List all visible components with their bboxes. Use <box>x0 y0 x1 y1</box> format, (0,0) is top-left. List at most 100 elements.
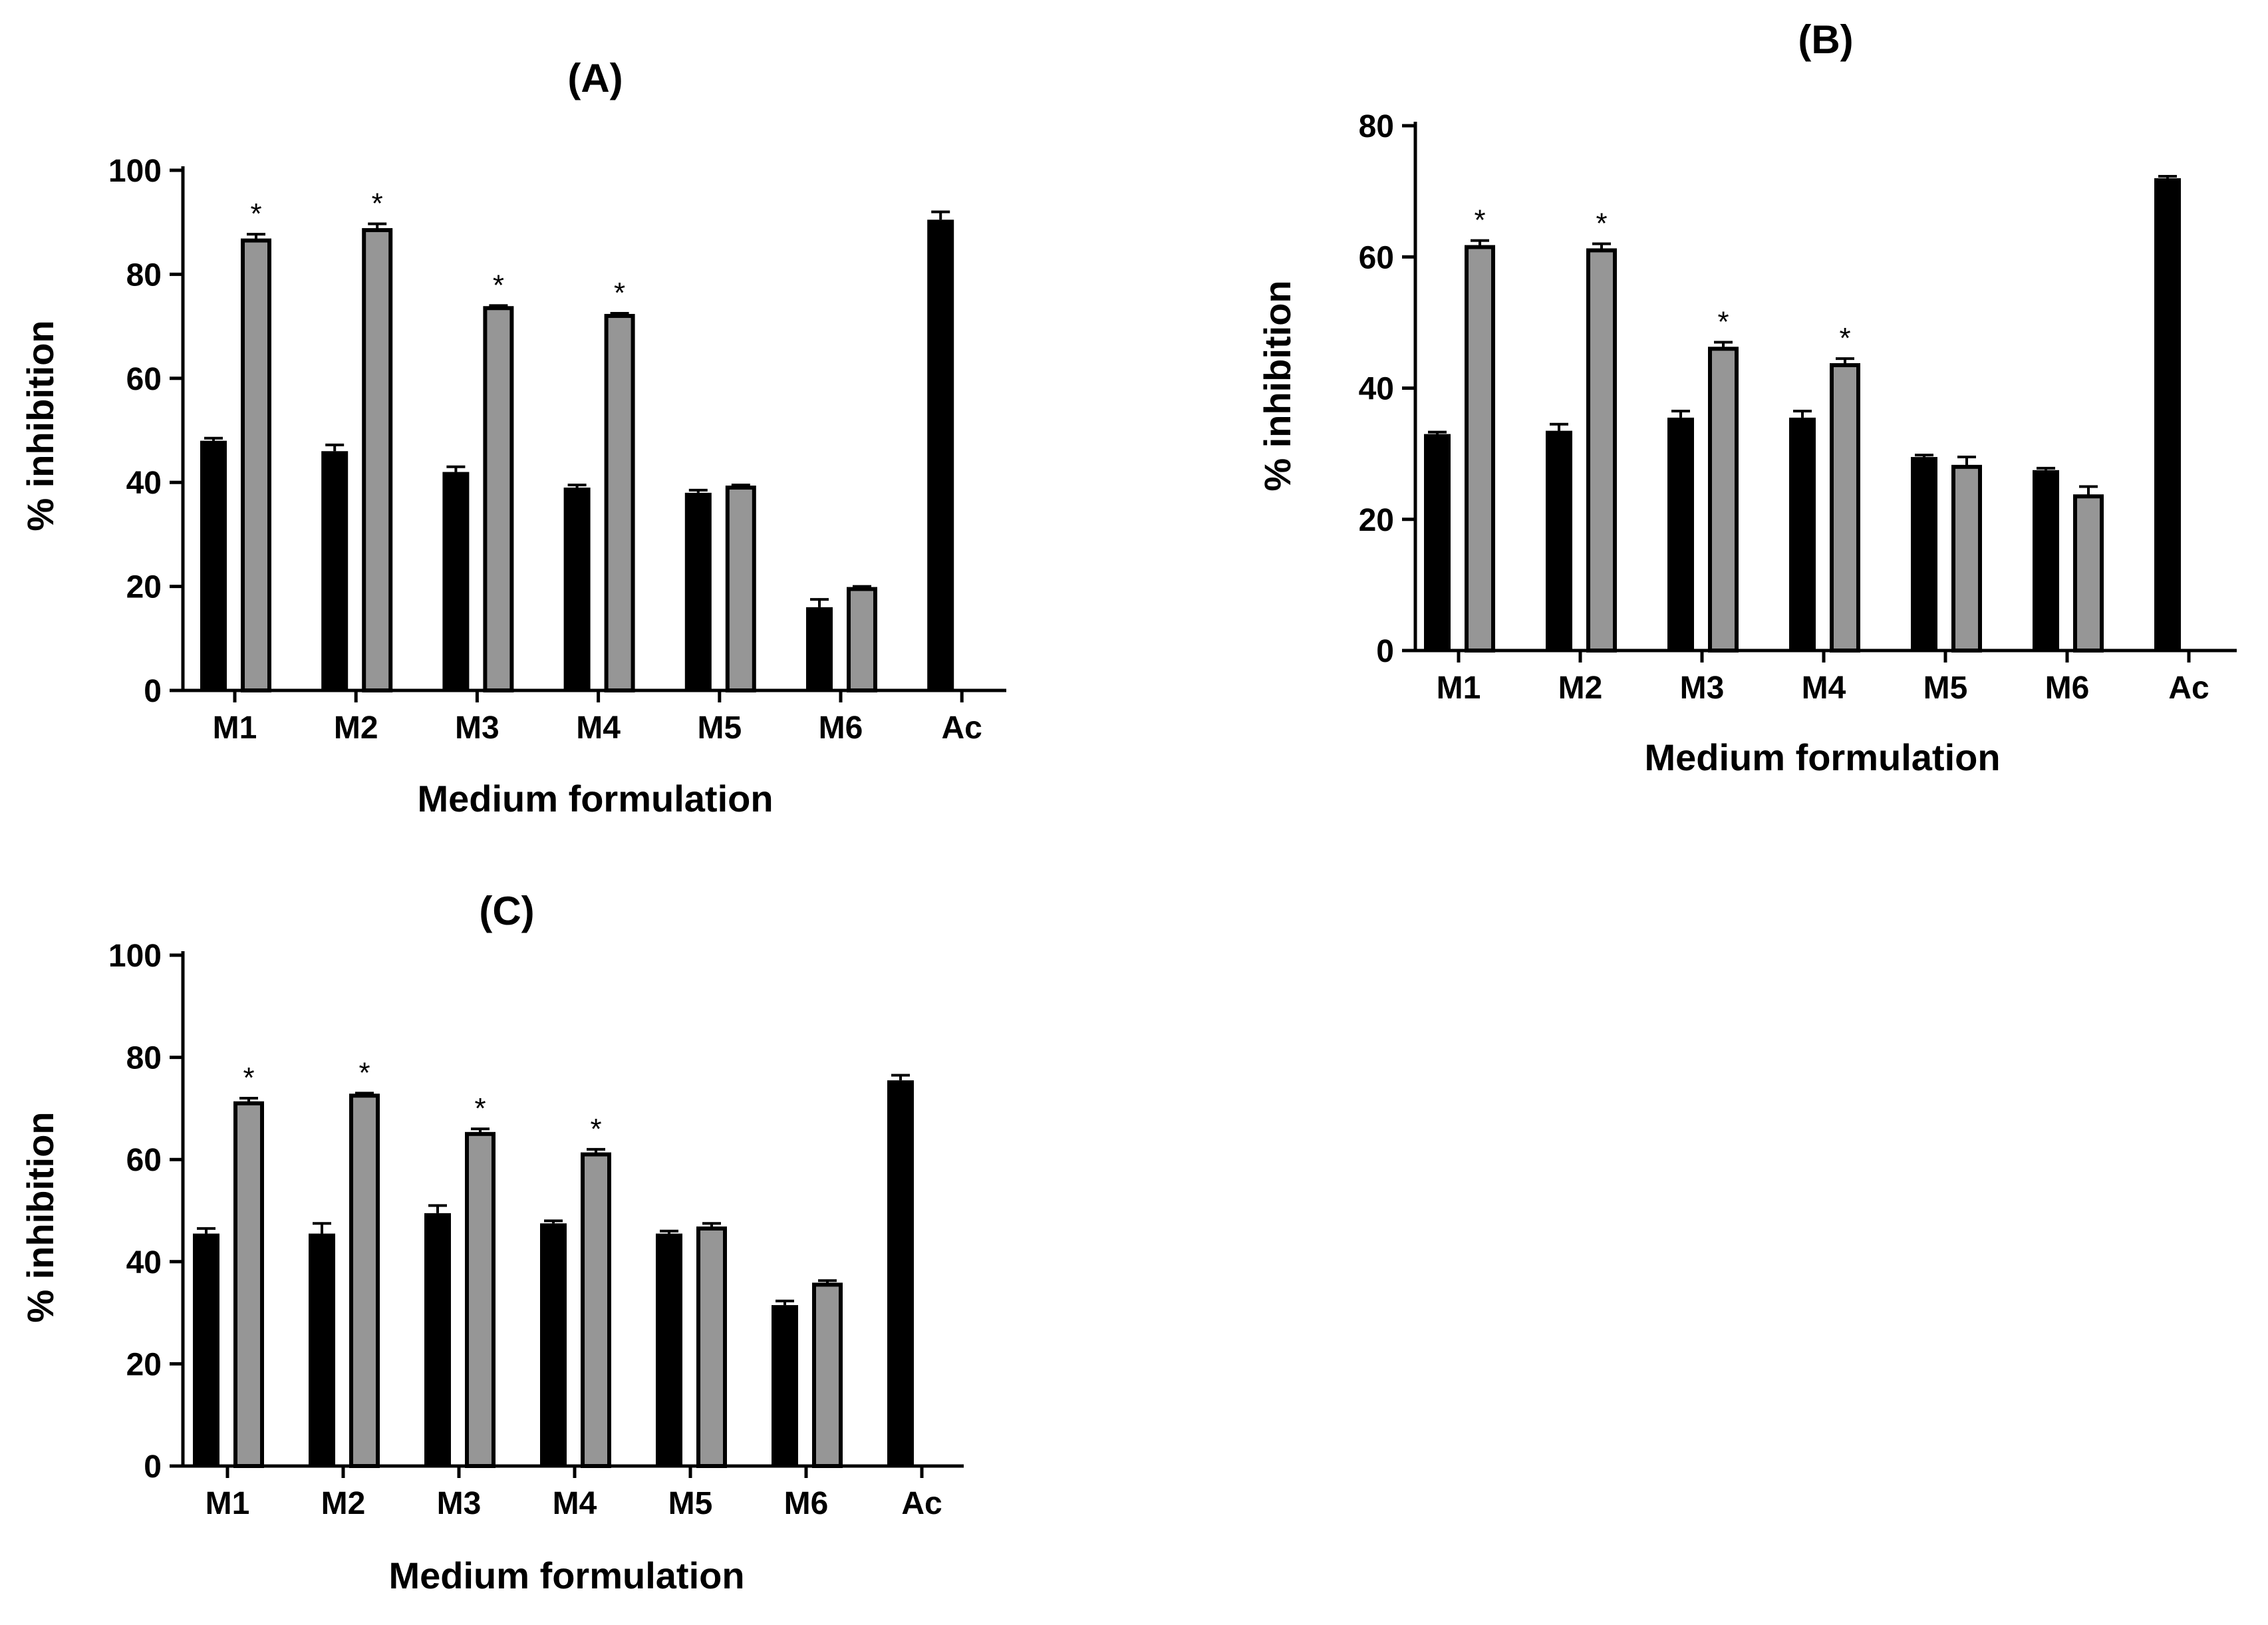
panel-a-bar <box>200 440 227 690</box>
panel-a-category-label: M3 <box>455 710 499 746</box>
panel-c-bar <box>772 1305 798 1466</box>
panel-b-bar <box>1789 417 1816 651</box>
panel-a-title: (A) <box>567 56 623 100</box>
panel-c-significance-marker: * <box>474 1092 486 1125</box>
panel-c-category-label: M1 <box>206 1486 250 1521</box>
panel-c-y-tick-label: 100 <box>108 939 162 974</box>
panel-a-y-tick-label: 80 <box>126 257 162 293</box>
panel-c-y-tick-label: 80 <box>126 1041 162 1076</box>
panel-b-y-tick-label: 40 <box>1359 372 1394 407</box>
panel-c-bar <box>696 1226 727 1468</box>
panel-b-x-axis-title: Medium formulation <box>1644 736 2000 778</box>
panel-b-category-label: Ac <box>2168 670 2209 706</box>
panel-b-bar <box>1911 457 1937 651</box>
panel-b-bar <box>1830 363 1860 653</box>
panel-c-bar <box>309 1233 335 1466</box>
panel-a-y-tick-label: 0 <box>144 674 162 709</box>
panel-c-category-label: M5 <box>668 1486 713 1521</box>
panel-a-significance-marker: * <box>493 269 504 301</box>
panel-c-bar <box>656 1233 682 1466</box>
panel-a-category-label: M1 <box>213 710 257 746</box>
panel-b-y-axis-title: % inhibition <box>1256 280 1298 491</box>
panel-c-bar <box>887 1080 914 1466</box>
panel-a-bar <box>241 238 271 692</box>
panel-c-y-axis-title: % inhibition <box>19 1111 61 1322</box>
panel-c-y-tick-label: 20 <box>126 1347 162 1382</box>
panel-c-category-label: M2 <box>321 1486 366 1521</box>
panel-c-title: (C) <box>479 889 534 933</box>
panel-b-y-tick-label: 20 <box>1359 503 1394 538</box>
panel-b-significance-marker: * <box>1717 305 1729 338</box>
panel-b-y-tick-label: 60 <box>1359 240 1394 275</box>
panel-a-category-label: M2 <box>334 710 378 746</box>
panel-c-bar <box>233 1101 264 1468</box>
panel-a-bar <box>847 587 877 693</box>
panel-c-bar <box>540 1223 567 1466</box>
panel-a-y-tick-label: 40 <box>126 466 162 501</box>
panel-a-bar <box>927 220 954 690</box>
panel-a-category-label: M6 <box>819 710 863 746</box>
panel-a-bar <box>604 313 635 692</box>
panel-a-bar <box>483 306 514 693</box>
panel-c-significance-marker: * <box>358 1056 370 1089</box>
panel-c-bar <box>349 1094 380 1468</box>
panel-a-x-axis-title: Medium formulation <box>417 778 773 819</box>
panel-b-significance-marker: * <box>1596 208 1607 240</box>
panel-b-bar <box>2073 494 2104 653</box>
panel-c-category-label: M6 <box>784 1486 829 1521</box>
panel-a-y-axis-title: % inhibition <box>19 320 61 531</box>
panel-b-significance-marker: * <box>1839 322 1850 355</box>
panel-c-y-tick-label: 0 <box>144 1449 162 1485</box>
panel-b-significance-marker: * <box>1474 204 1485 237</box>
panel-a-y-tick-label: 20 <box>126 570 162 605</box>
panel-c-significance-marker: * <box>590 1113 601 1145</box>
panel-c-category-label: M3 <box>437 1486 482 1521</box>
panel-b-bar <box>1546 430 1572 651</box>
panel-b-bar <box>1465 245 1495 653</box>
panel-b-bar <box>1708 347 1739 653</box>
panel-a-category-label: Ac <box>942 710 982 746</box>
panel-b-bar <box>2154 178 2181 651</box>
panel-c-x-axis-title: Medium formulation <box>388 1554 744 1596</box>
panel-a-bar <box>563 488 591 690</box>
panel-a-category-label: M4 <box>576 710 621 746</box>
panel-c-bar <box>581 1152 611 1469</box>
panel-b-bar <box>2033 470 2059 651</box>
panel-c-bar <box>424 1213 451 1466</box>
panel-a-y-tick-label: 60 <box>126 362 162 397</box>
panel-b-category-label: M2 <box>1558 670 1603 706</box>
panel-c-bar <box>812 1282 843 1468</box>
panel-b-bar <box>1424 434 1451 651</box>
panel-b-title: (B) <box>1798 17 1853 62</box>
panel-b-category-label: M6 <box>2045 670 2090 706</box>
panel-c-category-label: M4 <box>553 1486 597 1521</box>
panel-b-category-label: M5 <box>1923 670 1968 706</box>
panel-c-significance-marker: * <box>243 1062 254 1094</box>
panel-c-y-tick-label: 60 <box>126 1143 162 1178</box>
panel-b-bar <box>1667 417 1694 651</box>
panel-c-bar <box>465 1131 496 1469</box>
panel-c-bar <box>193 1233 219 1466</box>
panel-b-bar <box>1951 464 1982 653</box>
chart-panel-c: (C) % inhibition Medium formulation 0 20 4… <box>19 889 964 1596</box>
chart-panel-b: (B) % inhibition Medium formulation 0 20 4… <box>1256 17 2237 778</box>
panel-a-significance-marker: * <box>250 198 261 230</box>
panel-a-bar <box>442 472 470 690</box>
panel-a-significance-marker: * <box>372 188 383 220</box>
panel-a-bar <box>806 607 833 690</box>
panel-b-y-tick-label: 0 <box>1376 634 1394 669</box>
panel-b-y-tick-label: 80 <box>1359 109 1394 144</box>
panel-c-category-label: Ac <box>901 1486 942 1521</box>
panel-a-bar <box>321 451 349 690</box>
panel-a-category-label: M5 <box>697 710 742 746</box>
panel-b-category-label: M3 <box>1680 670 1725 706</box>
chart-panel-a: (A) % inhibition Medium formulation 0 20 4… <box>19 56 1006 819</box>
panel-a-bar <box>684 492 712 690</box>
panel-a-y-tick-label: 100 <box>108 154 162 189</box>
panel-b-bar <box>1586 248 1617 653</box>
panel-a-significance-marker: * <box>614 277 625 309</box>
panel-b-category-label: M4 <box>1802 670 1846 706</box>
panel-b-category-label: M1 <box>1437 670 1481 706</box>
panel-c-y-tick-label: 40 <box>126 1245 162 1280</box>
